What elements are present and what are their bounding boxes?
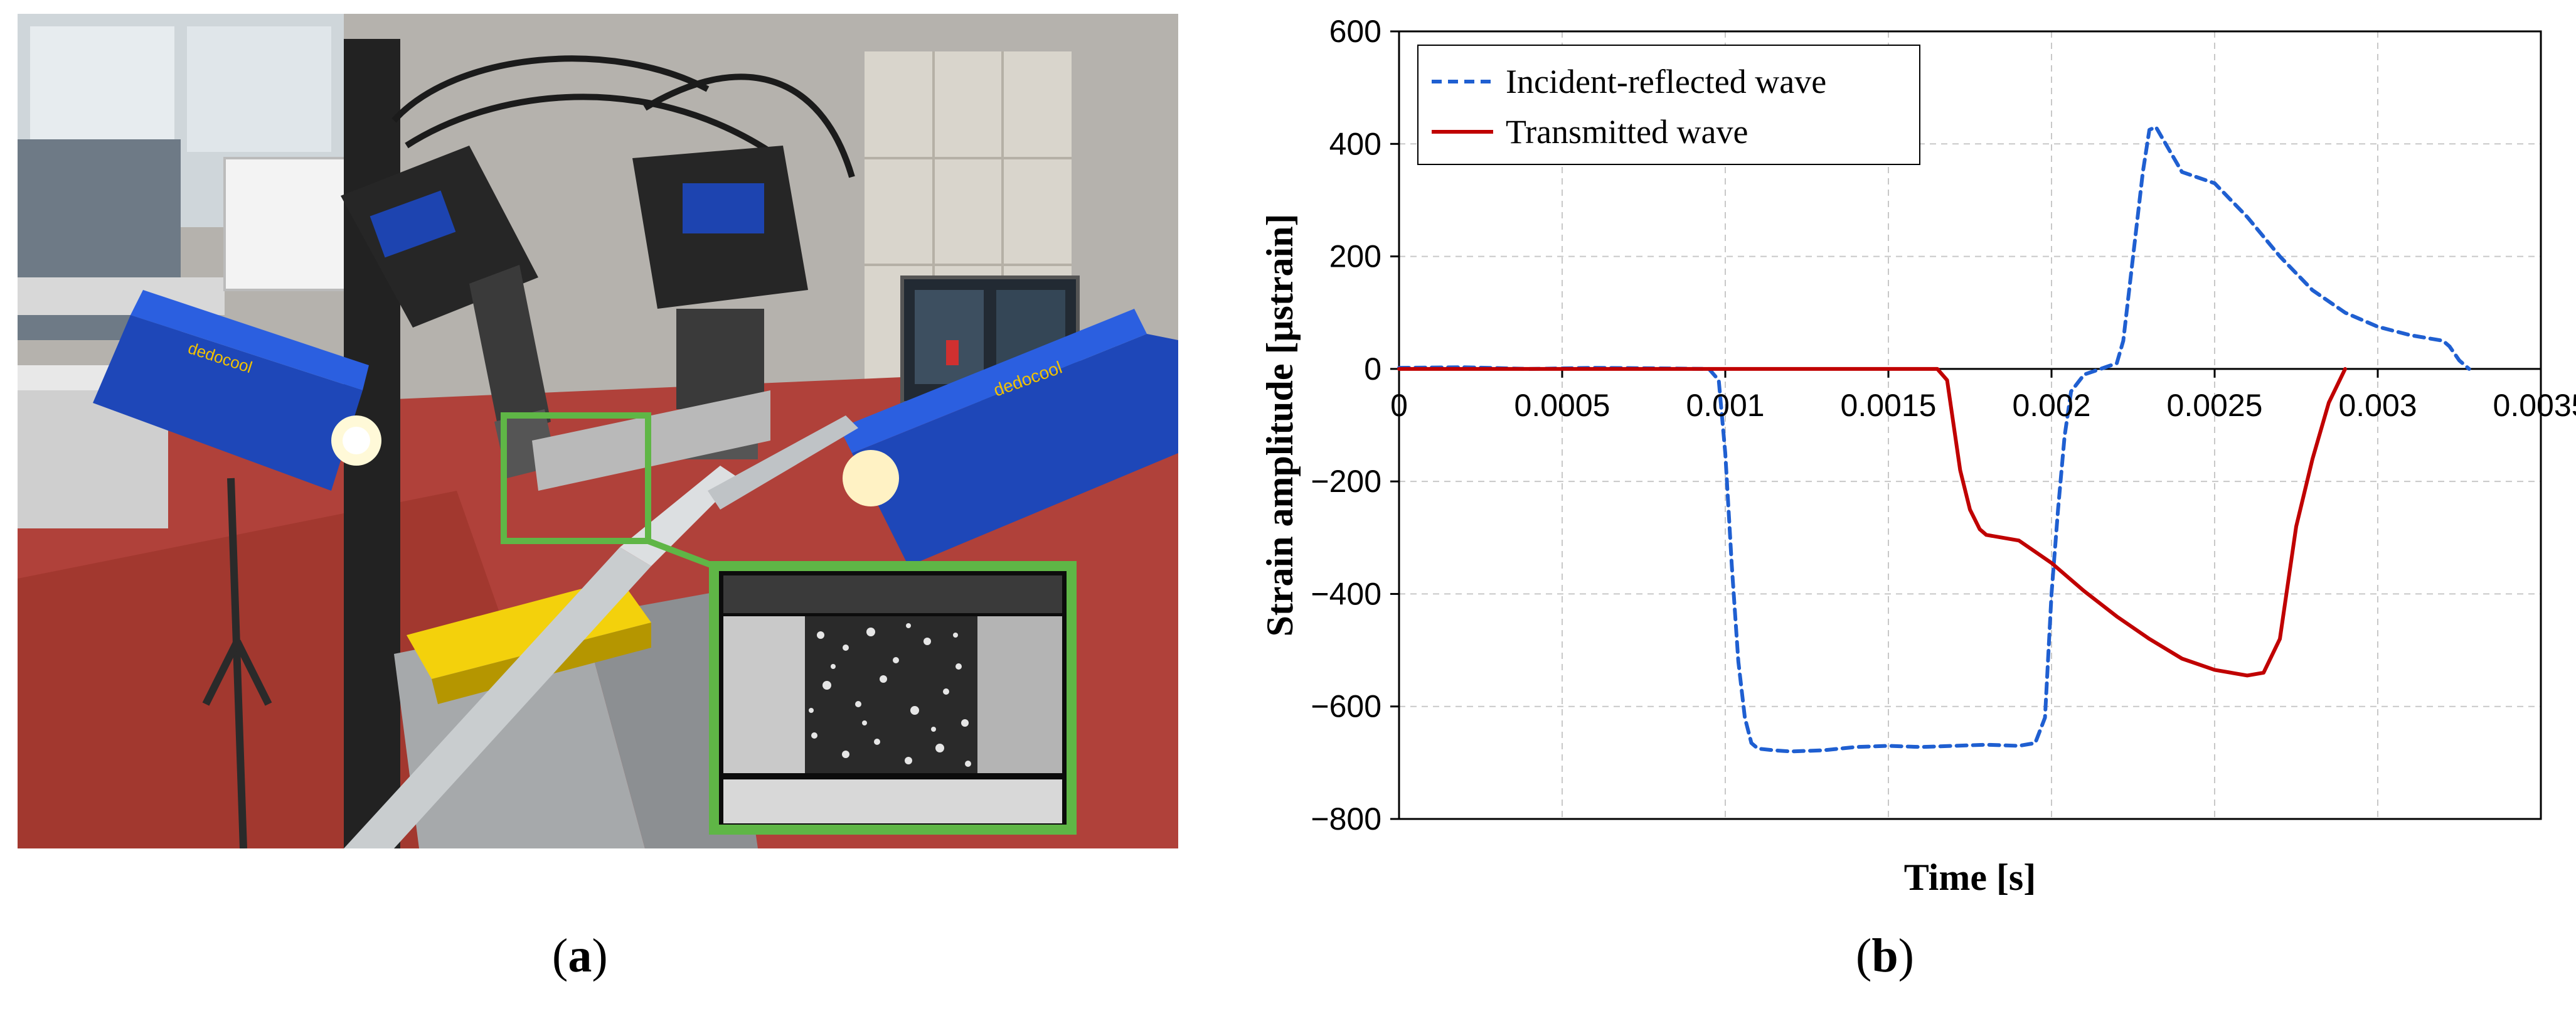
- y-tick-label: 400: [1329, 126, 1381, 161]
- transmitted-wave-line: [1397, 366, 2347, 678]
- x-tick-label: 0.002: [2012, 388, 2090, 423]
- y-tick-label: 600: [1329, 14, 1381, 49]
- x-tick-label: 0: [1390, 388, 1408, 423]
- series: [1397, 125, 2471, 754]
- specimen-inset: [709, 561, 1077, 835]
- legend-entry: Transmitted wave: [1506, 113, 1748, 151]
- photo-panel: dedocool dedocool: [18, 14, 1178, 848]
- y-tick-label: −800: [1311, 801, 1381, 837]
- plot-frame: [1398, 30, 2542, 820]
- y-tick-label: −400: [1311, 576, 1381, 611]
- y-tick-label: 200: [1329, 239, 1381, 274]
- x-tick-label: 0.0015: [1841, 388, 1937, 423]
- x-tick-label: 0.001: [1686, 388, 1764, 423]
- legend-entry: Incident-reflected wave: [1506, 63, 1826, 100]
- lab-setup-photo: dedocool dedocool: [18, 14, 1178, 848]
- x-tick-label: 0.003: [2338, 388, 2417, 423]
- strain-chart: 0 0.0005 0.001 0.0015 0.002 0.0025 0.003 0.0035…: [1259, 14, 2576, 898]
- y-tick-label: 0: [1364, 351, 1381, 387]
- x-axis-title: Time [s]: [1904, 857, 2036, 898]
- tick-labels: 0 0.0005 0.001 0.0015 0.002 0.0025 0.003 0.0035…: [1311, 14, 2576, 837]
- y-axis-title: Strain amplitude [μstrain]: [1259, 213, 1301, 636]
- x-tick-label: 0.0005: [1514, 388, 1610, 423]
- incident-reflected-wave-line: [1397, 125, 2471, 754]
- legend-box: [1417, 45, 1920, 165]
- x-tick-label: 0.0035: [2493, 388, 2576, 423]
- y-tick-label: −600: [1311, 689, 1381, 724]
- x-tick-label: 0.0025: [2167, 388, 2263, 423]
- chart-panel: 0 0.0005 0.001 0.0015 0.002 0.0025 0.003 0.0035…: [1230, 0, 2576, 1011]
- caption-a: (a): [552, 929, 608, 982]
- y-tick-label: −200: [1311, 464, 1381, 499]
- caption-b: (b): [1856, 929, 1914, 982]
- legend: Incident-reflected wave Transmitted wave: [1417, 45, 1920, 165]
- specimen-highlight-frame: [501, 412, 651, 544]
